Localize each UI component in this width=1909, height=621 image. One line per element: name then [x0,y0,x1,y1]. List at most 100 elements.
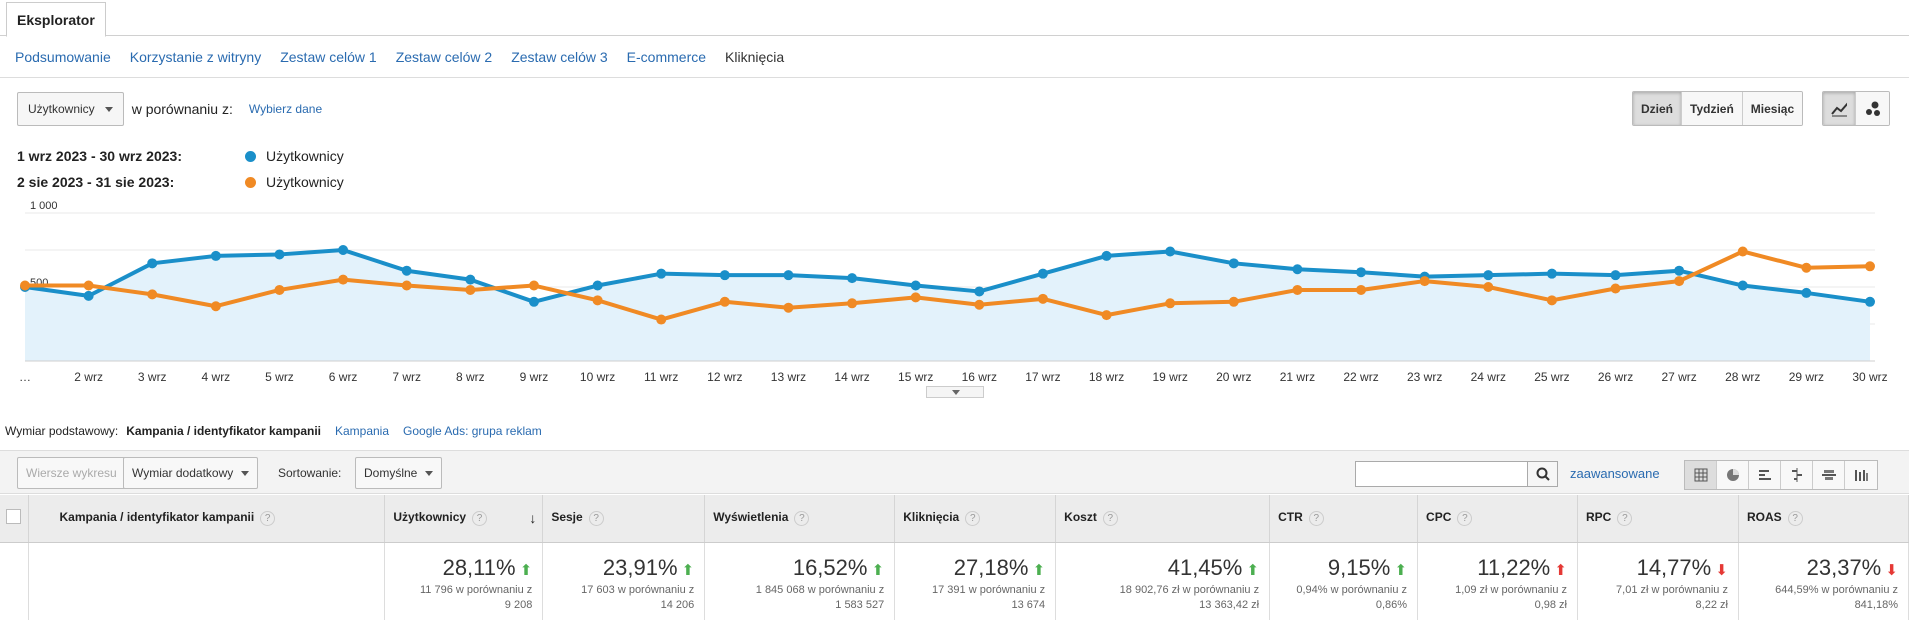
summary-row: 28,11% ⬆ 11 796 w porównaniu z 9 208 23,91%… [0,542,1909,620]
col-header-roas[interactable]: ROAS? [1738,495,1909,543]
data-point-previous [465,284,476,295]
table-toolbar: Wiersze wykresu Wymiar dodatkowy Sortowa… [0,450,1909,494]
motion-chart-icon[interactable] [1856,92,1889,125]
col-header-rpc[interactable]: RPC? [1577,495,1739,543]
legend-name-current: Użytkownicy [266,148,344,164]
advanced-filter-link[interactable]: zaawansowane [1570,466,1660,481]
x-tick-label: 2 wrz [74,370,103,384]
x-tick-label: 22 wrz [1343,370,1378,384]
help-icon[interactable]: ? [472,511,488,527]
pie-view-icon[interactable] [1717,461,1749,489]
subtab-cele-1[interactable]: Zestaw celów 1 [280,48,377,65]
col-header-kampania[interactable]: Kampania / identyfikator kampanii? [28,495,386,543]
chevron-down-icon [425,470,434,476]
x-tick-label: 18 wrz [1089,370,1124,384]
col-header-koszt[interactable]: Koszt? [1055,495,1271,543]
chart-collapse-handle[interactable] [926,386,984,398]
col-header-uzytkownicy[interactable]: Użytkownicy? ↓ [384,495,544,543]
sort-select[interactable]: Domyślne [355,457,443,489]
secondary-dimension-select[interactable]: Wymiar dodatkowy [123,457,259,489]
comparison-view-icon[interactable] [1781,461,1813,489]
primary-dimension-row: Wymiar podstawowy: Kampania / identyfika… [5,424,542,438]
data-point-current [401,265,412,276]
period-day-button[interactable]: Dzień [1633,92,1683,125]
period-week-button[interactable]: Tydzień [1682,92,1743,125]
help-icon[interactable]: ? [1617,511,1633,527]
search-icon[interactable] [1527,462,1557,486]
arrow-down-icon: ⬇ [1711,561,1728,579]
period-month-button[interactable]: Miesiąc [1742,92,1803,125]
chart-rows-button[interactable]: Wiersze wykresu [17,457,126,489]
subtab-podsumowanie[interactable]: Podsumowanie [15,48,111,65]
subtab-cele-2[interactable]: Zestaw celów 2 [395,48,493,65]
dimension-option-ad-group[interactable]: Google Ads: grupa reklam [403,424,542,438]
data-point-current [83,290,94,301]
table-header-row: Kampania / identyfikator kampanii? Użytk… [0,495,1909,543]
table-view-toggle [1684,460,1878,490]
period-toggle: Dzień Tydzień Miesiąc [1632,91,1804,126]
compare-label: w porównaniu z: [131,101,233,117]
subtab-ecommerce[interactable]: E-commerce [626,48,707,65]
data-point-current [338,245,349,255]
data-point-current [1292,264,1303,275]
subtab-cele-3[interactable]: Zestaw celów 3 [511,48,608,65]
performance-view-icon[interactable] [1749,461,1781,489]
summary-comparison-value: 0,86% [1375,598,1408,611]
help-icon[interactable]: ? [1787,511,1803,527]
arrow-up-icon: ⬆ [867,561,885,579]
summary-cell-cpc: 11,22% ⬆ 1,09 zł w porównaniu z 0,98 zł [1417,542,1578,620]
summary-cell-uzytkownicy: 28,11% ⬆ 11 796 w porównaniu z 9 208 [384,542,544,620]
search-input[interactable] [1356,462,1527,486]
data-point-current [1865,296,1875,307]
help-icon[interactable]: ? [794,511,810,527]
x-tick-label: … [19,370,31,384]
summary-comparison-text: 17 391 w porównaniu z [932,583,1046,596]
help-icon[interactable]: ? [260,511,276,527]
summary-change-percent: 23,37% [1806,554,1882,580]
sort-label: Sortowanie: [278,466,342,480]
data-point-current [274,249,285,260]
x-tick-label: 20 wrz [1216,370,1251,384]
tab-eksplorator[interactable]: Eksplorator [6,2,106,37]
summary-comparison-text: 18 902,76 zł w porównaniu z [1119,583,1260,596]
x-tick-label: 7 wrz [392,370,421,384]
term-cloud-view-icon[interactable] [1813,461,1845,489]
help-icon[interactable]: ? [1457,511,1473,527]
col-header-sesje[interactable]: Sesje? [542,495,706,543]
subtab-korzystanie[interactable]: Korzystanie z witryny [129,48,262,65]
dimension-option-kampania[interactable]: Kampania [334,424,390,438]
summary-empty-cell [0,542,30,620]
x-tick-label: 13 wrz [771,370,806,384]
help-icon[interactable]: ? [588,511,604,527]
y-tick-label: 1 000 [30,200,58,212]
data-point-previous [847,298,858,309]
data-point-current [1737,280,1748,291]
data-point-current [1801,287,1812,298]
grid-view-icon[interactable] [1685,461,1717,489]
help-icon[interactable]: ? [1308,511,1324,527]
line-chart-icon[interactable] [1823,92,1856,125]
data-point-current [465,274,476,285]
x-tick-label: 5 wrz [265,370,294,384]
data-point-current [1101,250,1112,261]
help-icon[interactable]: ? [1102,511,1118,527]
col-header-wyswietlenia[interactable]: Wyświetlenia? [704,495,896,543]
data-point-current [656,268,667,279]
summary-comparison-value: 14 206 [660,598,695,611]
metric-select[interactable]: Użytkownicy [17,92,124,126]
col-header-klikniecia[interactable]: Kliknięcia? [894,495,1057,543]
help-icon[interactable]: ? [965,511,981,527]
subtab-klikniecia[interactable]: Kliknięcia [725,48,785,65]
summary-comparison-text: 644,59% w porównaniu z [1775,583,1898,596]
col-header-cpc[interactable]: CPC? [1417,495,1578,543]
compare-metric-link[interactable]: Wybierz dane [248,102,323,116]
summary-comparison-text: 11 796 w porównaniu z [419,583,533,596]
data-point-previous [656,314,667,325]
select-all-checkbox[interactable] [6,509,21,525]
summary-comparison-value: 13 674 [1011,598,1046,611]
chevron-down-icon [241,470,250,476]
pivot-view-icon[interactable] [1845,461,1877,489]
col-header-ctr[interactable]: CTR? [1269,495,1419,543]
data-point-current [1546,268,1557,279]
